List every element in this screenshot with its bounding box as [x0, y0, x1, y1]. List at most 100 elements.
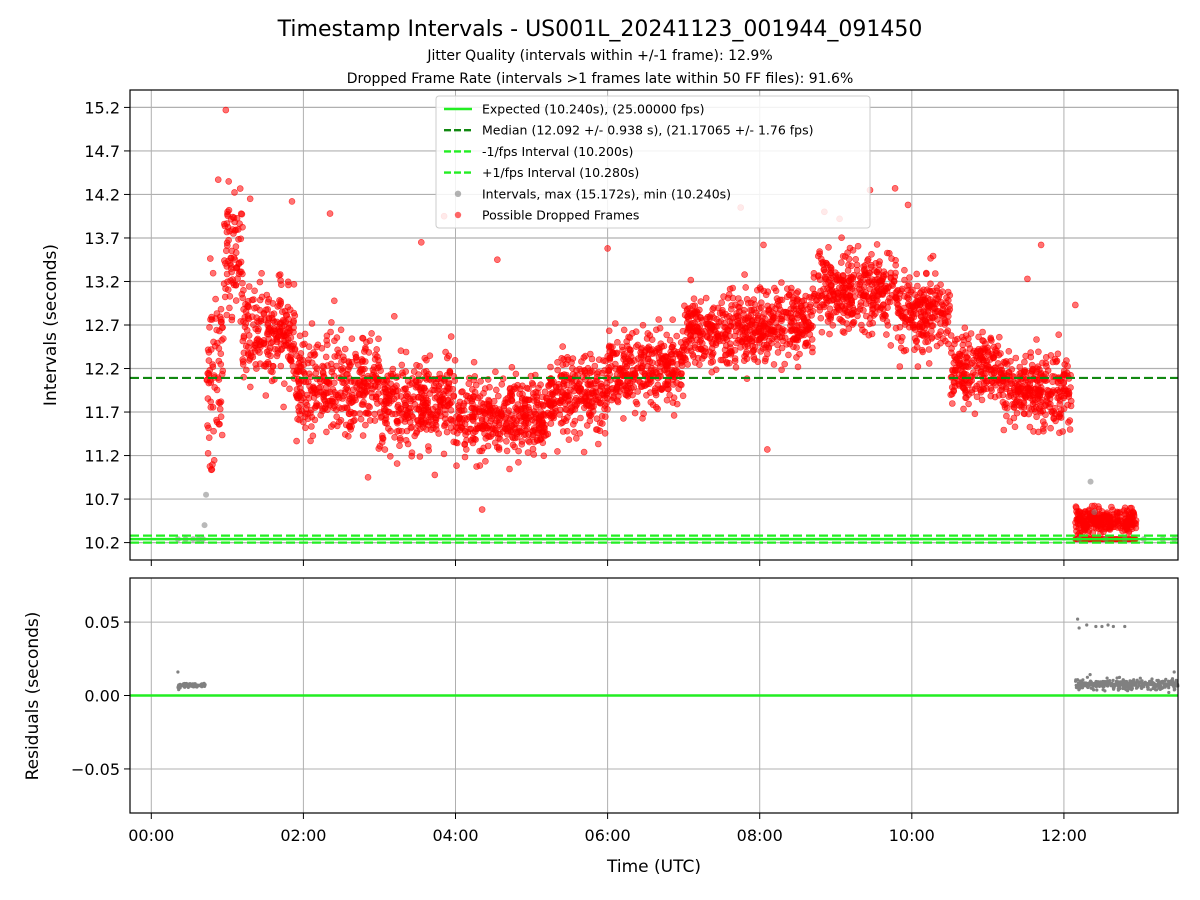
dropped-frame-point — [239, 361, 247, 368]
dropped-frame-point — [767, 327, 775, 334]
dropped-frame-point — [959, 341, 967, 349]
dropped-frame-point — [287, 356, 295, 364]
dropped-frame-point — [778, 344, 786, 352]
dropped-frame-point — [224, 208, 231, 216]
residual-point — [1123, 624, 1127, 629]
dropped-frame-point — [307, 437, 314, 445]
dropped-frame-point — [1101, 523, 1109, 531]
dropped-frame-point — [564, 397, 572, 405]
dropped-frame-point — [323, 341, 331, 349]
x-tick-label: 12:00 — [1041, 826, 1087, 845]
dropped-frame-point — [215, 420, 223, 428]
dropped-frame-point — [329, 395, 336, 403]
dropped-frame-point — [391, 433, 398, 441]
dropped-frame-point — [230, 230, 237, 237]
legend: Expected (10.240s), (25.00000 fps)Median… — [435, 95, 871, 229]
dropped-frame-point — [735, 295, 742, 302]
dropped-frame-point — [222, 106, 230, 114]
dropped-frame-point — [951, 382, 959, 390]
dropped-frame-point — [403, 427, 411, 435]
dropped-frame-point — [761, 334, 768, 341]
dropped-frame-point — [1024, 385, 1032, 392]
dropped-frame-point — [931, 309, 939, 317]
dropped-frame-point — [501, 415, 509, 423]
dropped-frame-point — [809, 344, 816, 352]
dropped-frame-point — [1000, 426, 1008, 434]
dropped-frame-point — [646, 332, 654, 339]
dropped-frame-point — [410, 368, 418, 375]
x-tick-label: 10:00 — [889, 826, 935, 845]
dropped-frame-point — [826, 330, 833, 338]
dropped-frame-point — [671, 367, 678, 374]
dropped-frame-point — [498, 380, 506, 388]
dropped-frame-point — [869, 291, 877, 298]
dropped-frame-point — [787, 305, 795, 313]
dropped-frame-point — [563, 427, 571, 435]
dropped-frame-point — [611, 320, 619, 327]
dropped-frame-point — [446, 369, 454, 377]
dropped-frame-point — [380, 405, 388, 413]
dropped-frame-point — [235, 226, 242, 233]
dropped-frame-point — [547, 414, 555, 422]
dropped-frame-point — [632, 328, 640, 336]
dropped-frame-point — [658, 360, 665, 367]
dropped-frame-point — [221, 222, 229, 230]
residual-point — [1076, 681, 1080, 685]
dropped-frame-point — [544, 409, 552, 417]
dropped-frame-point — [760, 241, 767, 249]
dropped-frame-point — [301, 370, 309, 378]
dropped-frame-point — [320, 396, 328, 403]
dropped-frame-point — [770, 361, 778, 368]
dropped-frame-point — [580, 448, 588, 456]
dropped-frame-point — [368, 330, 375, 337]
residual-point — [1128, 680, 1132, 685]
dropped-frame-point — [576, 365, 583, 373]
dropped-frame-point — [353, 356, 361, 364]
dropped-frame-point — [990, 343, 998, 351]
dropped-frame-point — [593, 370, 601, 378]
dropped-frame-point — [492, 386, 500, 394]
dropped-frame-point — [1028, 405, 1035, 413]
dropped-frame-point — [586, 417, 594, 425]
dropped-frame-point — [476, 447, 483, 455]
dropped-frame-point — [888, 291, 896, 299]
dropped-frame-point — [840, 329, 848, 336]
dropped-frame-point — [207, 316, 214, 323]
dropped-frame-point — [575, 397, 583, 404]
dropped-frame-point — [387, 387, 394, 395]
dropped-frame-point — [218, 336, 225, 344]
residuals-y-axis-label: Residuals (seconds) — [23, 612, 43, 781]
residuals-y-tick-label: 0.05 — [84, 613, 120, 632]
dropped-frame-point — [356, 391, 364, 399]
dropped-frame-point — [393, 460, 401, 467]
dropped-frame-point — [660, 366, 668, 374]
dropped-frame-point — [975, 333, 982, 341]
dropped-frame-point — [290, 328, 297, 336]
dropped-frame-point — [205, 434, 213, 442]
dropped-frame-point — [860, 306, 867, 314]
dropped-frame-point — [849, 247, 857, 254]
dropped-frame-point — [461, 441, 469, 448]
dropped-frame-point — [965, 400, 972, 408]
dropped-frame-point — [631, 409, 639, 417]
dropped-frame-point — [962, 332, 970, 339]
dropped-frame-point — [204, 395, 212, 402]
dropped-frame-point — [970, 369, 977, 376]
interval-point — [1091, 509, 1098, 516]
dropped-frame-point — [1013, 409, 1021, 417]
residual-point — [1167, 684, 1171, 688]
dropped-frame-point — [596, 399, 604, 407]
dropped-frame-point — [1055, 331, 1062, 339]
dropped-frame-point — [979, 328, 986, 336]
dropped-frame-point — [1086, 512, 1093, 520]
dropped-frame-point — [337, 326, 345, 334]
dropped-frame-point — [1034, 363, 1042, 371]
dropped-frame-point — [223, 247, 230, 255]
dropped-frame-point — [681, 311, 689, 319]
x-tick-label: 02:00 — [280, 826, 326, 845]
dropped-frame-point — [965, 379, 973, 387]
legend-marker — [454, 190, 462, 197]
dropped-frame-point — [540, 452, 548, 460]
dropped-frame-point — [690, 295, 698, 303]
dropped-frame-point — [991, 393, 999, 401]
